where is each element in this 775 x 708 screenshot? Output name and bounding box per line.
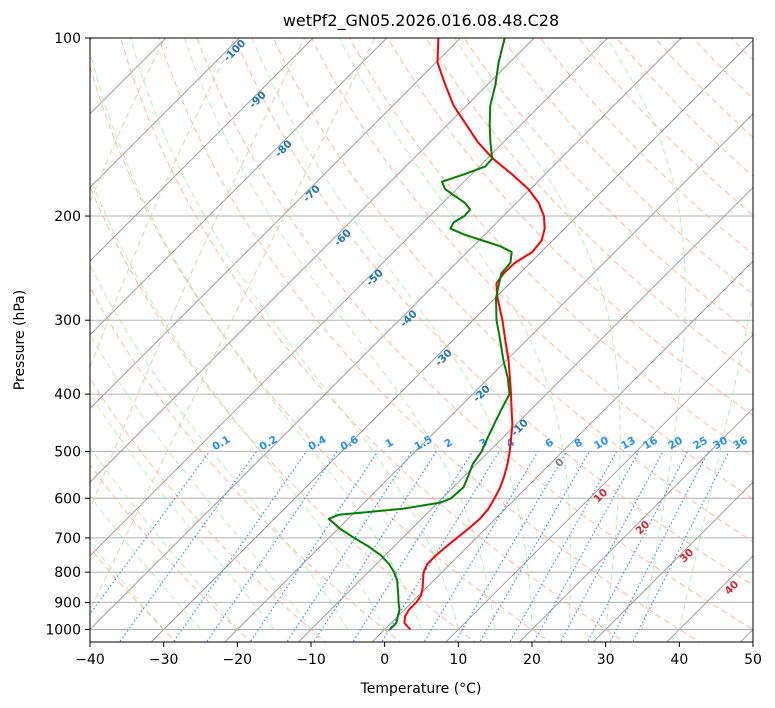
moist-adiabat — [605, 38, 686, 630]
isotherm-line — [445, 334, 753, 642]
mixing-ratio-line — [632, 451, 730, 642]
dry-adiabats — [90, 38, 753, 642]
moist-adiabat — [678, 293, 753, 630]
moist-adiabat — [90, 446, 238, 630]
moist-adiabat — [130, 38, 459, 630]
isotherm-line — [90, 38, 609, 557]
x-tick-label: 30 — [597, 652, 615, 668]
mixing-ratio-line — [479, 451, 590, 642]
isotherm-line — [90, 38, 314, 262]
profile-series — [327, 38, 546, 631]
moist-adiabat — [90, 176, 386, 630]
dewpoint-line — [327, 38, 513, 631]
mixing-ratio-line — [559, 451, 664, 642]
x-tick-label: 50 — [744, 652, 762, 668]
y-tick-label: 300 — [54, 313, 81, 329]
chart-title: wetPf2_GN05.2026.016.08.48.C28 — [283, 11, 559, 31]
dry-adiabat — [90, 286, 402, 642]
mixing-ratio-line — [423, 451, 539, 642]
dry-adiabat — [90, 377, 327, 642]
isotherm-line — [592, 481, 753, 642]
y-tick-label: 700 — [54, 531, 81, 547]
plot-frame — [89, 37, 754, 643]
theta-e-arc — [90, 38, 376, 612]
mixing-ratio-line — [533, 451, 640, 642]
moist-adiabat — [338, 38, 572, 630]
x-axis-label: Temperature (°C) — [360, 681, 482, 697]
y-tick-label: 1000 — [45, 622, 81, 638]
isotherm-line — [90, 38, 241, 189]
y-tick-label: 900 — [54, 595, 81, 611]
moist-adiabat — [183, 38, 496, 630]
dry-adiabat — [120, 38, 626, 642]
mixing-ratio-line — [586, 451, 689, 642]
plot-area — [90, 38, 753, 642]
mixing-ratio-lines — [90, 451, 730, 642]
moist-adiabat — [454, 38, 621, 630]
dry-adiabat — [90, 464, 252, 642]
y-tick-label: 500 — [54, 444, 81, 460]
moist-adiabat — [90, 263, 349, 630]
isotherm-line — [90, 38, 535, 483]
y-tick-label: 200 — [54, 209, 81, 225]
x-tick-label: 20 — [523, 652, 541, 668]
moist-adiabat — [251, 38, 533, 630]
mixing-ratio-line — [205, 451, 338, 642]
y-tick-label: 800 — [54, 565, 81, 581]
x-tick-label: −40 — [75, 652, 105, 668]
x-tick-label: −30 — [149, 652, 179, 668]
mixing-ratio-line — [249, 451, 379, 642]
mixing-ratio-line — [609, 451, 709, 642]
mixing-ratio-line — [286, 451, 413, 642]
dry-adiabat — [90, 185, 476, 642]
mixing-ratio-line — [381, 451, 500, 642]
moist-adiabat — [90, 495, 201, 630]
x-tick-label: −10 — [296, 652, 326, 668]
mixing-ratio-line — [509, 451, 618, 642]
moist-adiabats — [90, 38, 753, 630]
x-axis-ticks: −40 −30 −20 −10 0 10 20 30 40 50 — [75, 642, 762, 668]
y-tick-label: 100 — [54, 31, 81, 47]
x-tick-label: 40 — [670, 652, 688, 668]
dry-adiabat — [501, 38, 753, 295]
dry-adiabat — [196, 38, 753, 631]
theta-e-arcs — [90, 38, 376, 612]
isotherm-line — [518, 407, 753, 642]
isotherm-line — [90, 38, 683, 631]
isotherm-line — [150, 39, 753, 642]
isotherm-line — [224, 113, 753, 642]
moist-adiabat — [90, 541, 165, 630]
moist-adiabat — [90, 393, 275, 630]
x-tick-label: 10 — [449, 652, 467, 668]
moist-adiabat — [90, 333, 312, 630]
y-tick-label: 400 — [54, 387, 81, 403]
temperature-line — [403, 38, 546, 631]
mixing-ratio-line — [172, 451, 307, 642]
moist-adiabat — [90, 50, 422, 630]
isotherm-line — [297, 186, 753, 642]
mixing-ratio-line — [454, 451, 568, 642]
y-tick-label: 600 — [54, 491, 81, 507]
isotherm-line — [371, 260, 753, 642]
y-axis-label: Pressure (hPa) — [12, 290, 28, 390]
dry-adiabat — [90, 64, 551, 642]
y-axis-ticks: 1000 900 800 700 600 500 400 300 200 100 — [45, 31, 90, 638]
x-tick-label: 0 — [380, 652, 389, 668]
x-tick-label: −20 — [223, 652, 253, 668]
